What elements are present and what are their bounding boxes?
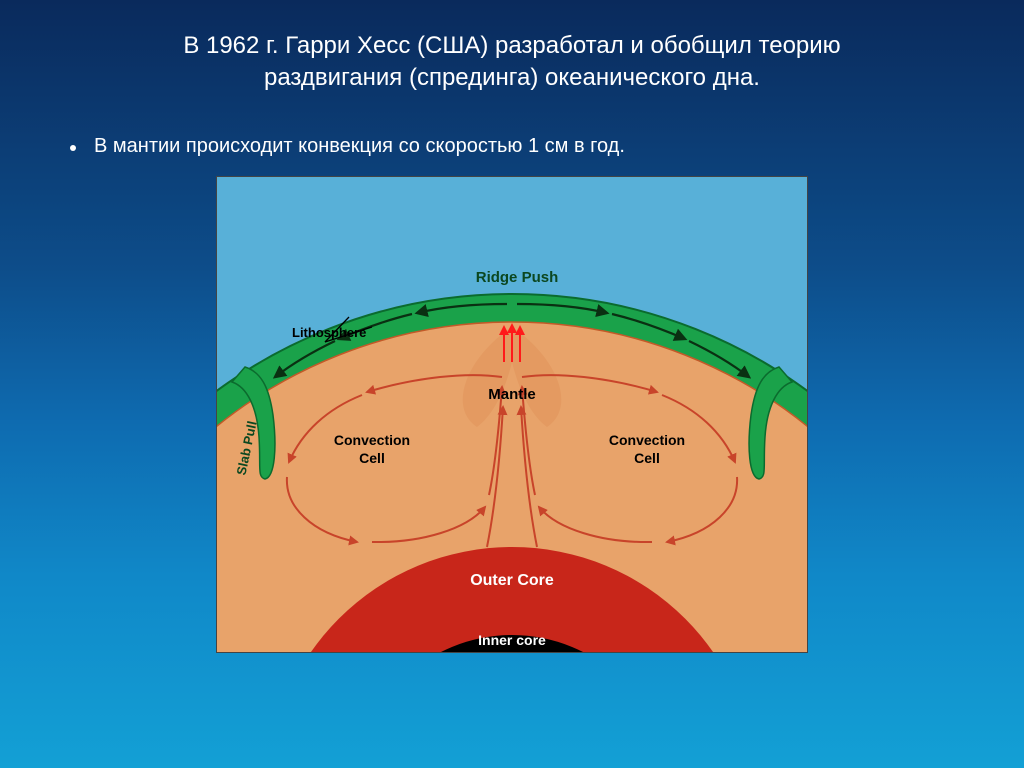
diagram-frame: Ridge Push Lithosphere Slab Pull Mantle …	[216, 176, 808, 653]
slide-title: В 1962 г. Гарри Хесс (США) разработал и …	[0, 0, 1024, 105]
label-convection-right-1: Convection	[609, 432, 685, 448]
label-lithosphere: Lithosphere	[292, 325, 366, 340]
label-ridge-push: Ridge Push	[476, 269, 559, 286]
bullet-text: В мантии происходит конвекция со скорост…	[94, 135, 625, 158]
mantle-convection-diagram: Ridge Push Lithosphere Slab Pull Mantle …	[217, 177, 807, 652]
label-outer-core: Outer Core	[470, 572, 554, 589]
title-line-1: В 1962 г. Гарри Хесс (США) разработал и …	[183, 32, 840, 59]
label-convection-left-1: Convection	[334, 432, 410, 448]
label-inner-core: Inner core	[478, 632, 546, 648]
label-mantle: Mantle	[488, 386, 536, 403]
bullet-row: В мантии происходит конвекция со скорост…	[0, 105, 1024, 168]
label-convection-left-2: Cell	[359, 450, 385, 466]
bullet-dot-icon	[70, 145, 76, 151]
label-convection-right-2: Cell	[634, 450, 660, 466]
slide-container: В 1962 г. Гарри Хесс (США) разработал и …	[0, 0, 1024, 768]
title-line-2: раздвигания (спрединга) океанического дн…	[264, 64, 760, 91]
